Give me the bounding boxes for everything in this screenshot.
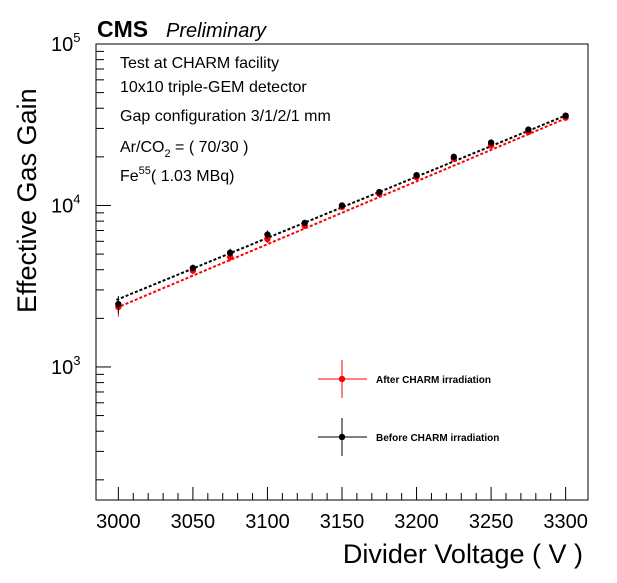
- data-point: [450, 153, 458, 161]
- data-point: [115, 300, 122, 308]
- x-tick-label: 3300: [543, 511, 588, 533]
- info-gap: Gap configuration 3/1/2/1 mm: [120, 108, 331, 125]
- legend-label: Before CHARM irradiation: [376, 433, 499, 444]
- x-axis-title: Divider Voltage ( V ): [343, 539, 583, 569]
- y-axis-title: Effective Gas Gain: [12, 88, 42, 313]
- gas-subscript: 2: [164, 148, 170, 160]
- info-gas: Ar/CO2 = ( 70/30 ): [120, 139, 248, 160]
- y-axis-ticks: [96, 43, 111, 481]
- data-series: [115, 112, 569, 317]
- legend-label: After CHARM irradiation: [376, 375, 491, 386]
- legend: After CHARM irradiation Before CHARM irra…: [318, 360, 499, 456]
- x-tick-label: 3250: [469, 511, 514, 533]
- x-tick-label: 3150: [320, 511, 365, 533]
- info-facility: Test at CHARM facility: [120, 55, 279, 72]
- info-box: Test at CHARM facility 10x10 triple-GEM …: [120, 55, 331, 185]
- y-tick-label: 105: [51, 30, 80, 56]
- legend-entry-before: Before CHARM irradiation: [318, 418, 499, 456]
- x-tick-label: 3050: [171, 511, 216, 533]
- source-superscript: 55: [139, 165, 151, 177]
- x-tick-label: 3000: [96, 511, 141, 533]
- legend-entry-after: After CHARM irradiation: [318, 360, 491, 398]
- x-tick-label: 3100: [245, 511, 290, 533]
- y-tick-labels: 103 104 105: [51, 30, 80, 379]
- data-point: [301, 219, 308, 227]
- y-tick-label: 103: [51, 353, 80, 379]
- gas-prefix: Ar/CO: [120, 139, 164, 156]
- gas-suffix: = ( 70/30 ): [171, 139, 249, 156]
- data-point: [189, 264, 197, 272]
- source-prefix: Fe: [120, 168, 139, 185]
- data-point: [376, 188, 383, 196]
- data-point: [525, 126, 532, 133]
- data-point: [562, 112, 569, 119]
- legend-marker: [338, 433, 346, 441]
- info-source: Fe55( 1.03 MBq): [120, 165, 235, 185]
- x-axis-ticks: [117, 487, 567, 500]
- source-suffix: ( 1.03 MBq): [151, 168, 235, 185]
- data-point: [413, 171, 420, 179]
- data-point: [487, 139, 495, 146]
- cms-label: CMS: [97, 16, 148, 42]
- y-tick-label: 104: [51, 191, 80, 217]
- legend-marker: [338, 375, 346, 383]
- series-before-irradiation: [115, 112, 569, 314]
- data-point: [226, 249, 234, 256]
- x-tick-labels: 3000 3050 3100 3150 3200 3250 3300: [96, 511, 588, 533]
- data-point: [338, 202, 346, 209]
- info-detector: 10x10 triple-GEM detector: [120, 79, 307, 96]
- x-tick-label: 3200: [394, 511, 439, 533]
- fit-line-after: [115, 116, 569, 309]
- preliminary-label: Preliminary: [166, 20, 267, 42]
- data-point: [264, 231, 271, 238]
